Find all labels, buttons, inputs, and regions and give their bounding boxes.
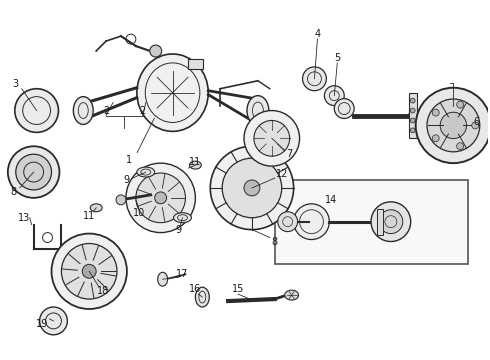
Circle shape: [334, 99, 354, 118]
Circle shape: [457, 101, 464, 108]
Circle shape: [222, 158, 282, 218]
Circle shape: [40, 307, 68, 335]
Bar: [275, 180, 468, 264]
Text: 12: 12: [275, 169, 288, 179]
Text: 8: 8: [272, 237, 278, 247]
Text: 6: 6: [473, 117, 479, 127]
Text: 5: 5: [334, 53, 341, 63]
Text: 18: 18: [97, 286, 109, 296]
Circle shape: [116, 195, 126, 205]
Text: 7: 7: [287, 149, 293, 159]
Ellipse shape: [137, 54, 208, 131]
Circle shape: [371, 202, 411, 242]
Text: 19: 19: [35, 319, 48, 329]
Circle shape: [16, 154, 51, 190]
Text: 14: 14: [325, 195, 338, 205]
Circle shape: [432, 109, 439, 116]
Circle shape: [302, 67, 326, 91]
Text: 4: 4: [315, 29, 320, 39]
Circle shape: [210, 146, 294, 230]
Circle shape: [379, 210, 403, 234]
Ellipse shape: [158, 272, 168, 286]
Bar: [409, 93, 416, 138]
Text: 2: 2: [103, 105, 109, 116]
Circle shape: [410, 128, 415, 133]
Bar: [377, 209, 383, 235]
Circle shape: [410, 98, 415, 103]
Text: 1: 1: [126, 155, 132, 165]
Text: 8: 8: [11, 187, 17, 197]
Ellipse shape: [90, 204, 102, 212]
Ellipse shape: [74, 96, 93, 125]
Text: 3: 3: [13, 79, 19, 89]
Circle shape: [82, 264, 96, 278]
Circle shape: [294, 204, 329, 239]
Text: 17: 17: [176, 269, 189, 279]
Text: 11: 11: [83, 211, 96, 221]
Circle shape: [410, 108, 415, 113]
Ellipse shape: [247, 96, 269, 125]
Ellipse shape: [285, 290, 298, 300]
Ellipse shape: [137, 167, 155, 177]
Circle shape: [244, 180, 260, 196]
Circle shape: [440, 112, 466, 139]
Circle shape: [136, 173, 185, 223]
Circle shape: [51, 234, 127, 309]
Circle shape: [410, 118, 415, 123]
Circle shape: [155, 192, 167, 204]
Circle shape: [432, 135, 439, 142]
Circle shape: [244, 111, 299, 166]
Ellipse shape: [190, 161, 201, 169]
Circle shape: [427, 99, 480, 152]
Text: 9: 9: [175, 225, 182, 235]
Circle shape: [278, 212, 297, 231]
Bar: [189, 59, 203, 69]
Circle shape: [126, 163, 196, 233]
Text: 13: 13: [18, 213, 30, 223]
Circle shape: [472, 122, 479, 129]
Text: 11: 11: [189, 157, 201, 167]
Circle shape: [416, 88, 490, 163]
Ellipse shape: [173, 213, 192, 223]
Text: 9: 9: [124, 175, 130, 185]
Circle shape: [254, 121, 290, 156]
Circle shape: [61, 243, 117, 299]
Circle shape: [8, 146, 59, 198]
Circle shape: [15, 89, 58, 132]
Text: 15: 15: [232, 284, 244, 294]
Circle shape: [324, 86, 344, 105]
Circle shape: [150, 45, 162, 57]
Ellipse shape: [196, 287, 209, 307]
Text: 16: 16: [189, 284, 201, 294]
Circle shape: [457, 143, 464, 150]
Text: 10: 10: [133, 208, 145, 218]
Text: 2: 2: [140, 105, 146, 116]
